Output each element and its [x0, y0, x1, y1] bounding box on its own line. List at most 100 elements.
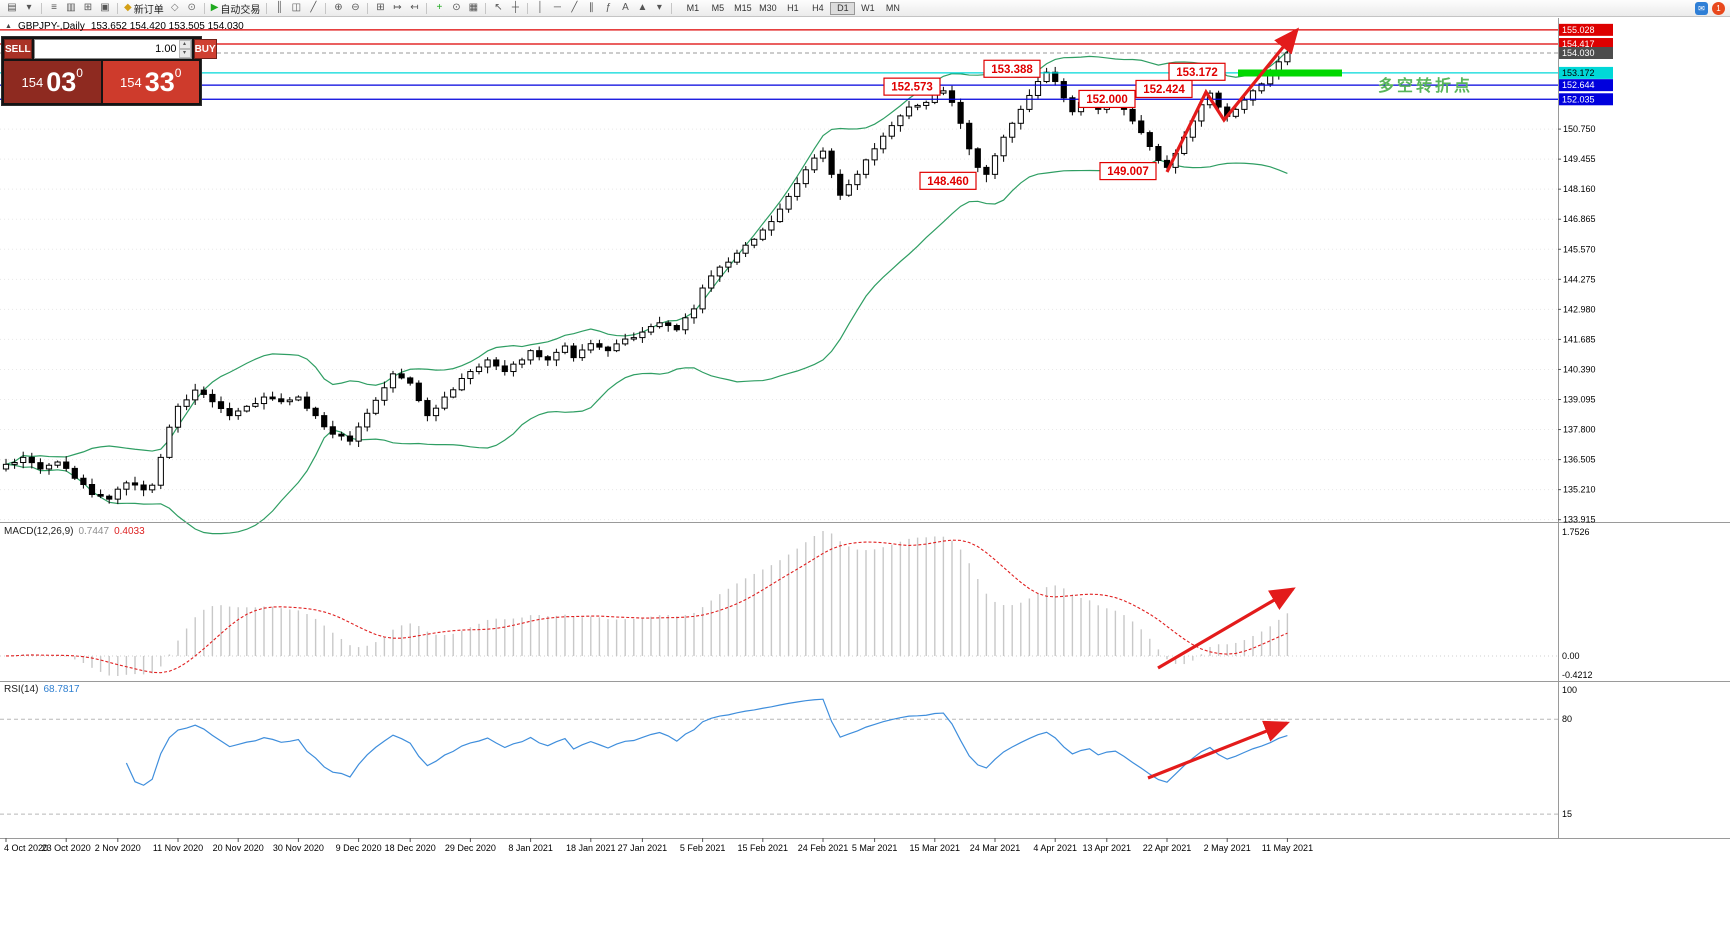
timeframe-d1[interactable]: D1 [830, 1, 856, 15]
chart-shift-button[interactable]: ↤ [406, 1, 422, 15]
price-callout-box[interactable] [983, 59, 1041, 78]
metaeditor-button[interactable]: ◇ [167, 1, 183, 15]
autotrading-button[interactable]: ▶ 自动交易 [209, 1, 263, 16]
svg-text:80: 80 [1562, 714, 1572, 724]
buy-button[interactable]: BUY [193, 39, 217, 59]
one-click-collapse-icon[interactable]: ▲ [5, 23, 12, 30]
market-watch-button[interactable]: ≡ [46, 1, 62, 15]
metaeditor-button-icon: ◇ [170, 2, 179, 13]
notifications-icon[interactable]: 1 [1712, 2, 1725, 15]
timeframe-m1[interactable]: M1 [686, 3, 700, 13]
turning-point-text[interactable]: 多空转折点 [1378, 76, 1473, 95]
sell-price-pips: 03 [46, 67, 77, 97]
zoom-in-button[interactable]: ⊕ [330, 1, 346, 15]
cursor-button[interactable]: ↖ [490, 1, 506, 15]
timeframe-w1[interactable]: W1 [861, 3, 875, 13]
svg-text:142.980: 142.980 [1563, 304, 1596, 314]
timeframe-h1[interactable]: H1 [787, 3, 799, 13]
crosshair-button[interactable]: ┼ [507, 1, 523, 15]
sell-price-display[interactable]: 154 03 0 [4, 61, 101, 103]
price-tag-152.035 [1559, 93, 1613, 106]
buy-price-pips: 33 [144, 67, 175, 97]
price-callout-box[interactable] [1078, 89, 1136, 109]
trendline-button[interactable]: ╱ [566, 1, 582, 15]
timeframe-m30[interactable]: M30 [759, 3, 777, 13]
new-order-button-icon: ◆ [124, 2, 132, 13]
line-chart-button[interactable]: ╱ [305, 1, 321, 15]
trend-arrow-rsi[interactable] [1147, 720, 1290, 780]
shapes-dropdown[interactable]: ▾ [651, 1, 667, 15]
price-callout-box[interactable] [883, 77, 941, 96]
price-axis[interactable]: 1.75260.00-0.42121008015155.028154.41715… [1558, 23, 1613, 819]
autotrading-button-label: 自动交易 [220, 4, 261, 16]
volume-decrease-button[interactable]: ▾ [178, 49, 191, 58]
annotations[interactable]: 多空转折点 152.573 153.388 152.000 152.424 153.172… [0, 18, 1558, 780]
template-button[interactable]: ▦ [465, 1, 481, 15]
bar-chart-button[interactable]: ║ [271, 1, 287, 15]
arrows-button[interactable]: ▲ [634, 1, 650, 15]
terminal-button[interactable]: ▣ [97, 1, 113, 15]
community-icon[interactable]: ✉ [1695, 2, 1708, 15]
rsi-name: RSI(14) [4, 684, 39, 695]
zoom-out-button-icon: ⊖ [351, 2, 360, 13]
timeframe-m5[interactable]: M5 [711, 3, 725, 13]
buy-price-display[interactable]: 154 33 0 [102, 61, 199, 103]
svg-text:137.800: 137.800 [1563, 425, 1596, 435]
arrows-button-icon: ▲ [637, 2, 648, 13]
auto-scroll-button[interactable]: ↦ [389, 1, 405, 15]
timeframe-mn[interactable]: MN [885, 3, 900, 13]
volume-increase-button[interactable]: ▴ [178, 40, 191, 49]
toolbar-separator [671, 2, 673, 14]
price-callout-box[interactable] [1135, 79, 1193, 99]
candles[interactable] [2, 43, 1291, 505]
macd-signal-line [5, 539, 1288, 674]
timeframe-h4[interactable]: H4 [812, 3, 824, 13]
trend-arrow-macd[interactable] [1157, 587, 1296, 670]
profiles-button[interactable]: ▾ [21, 1, 37, 15]
new-chart-button[interactable]: ▤ [4, 1, 20, 15]
horizontal-line-button[interactable]: ─ [549, 1, 565, 15]
chart-plot-area[interactable] [0, 18, 1558, 522]
new-order-button[interactable]: ◆ 新订单 [122, 1, 166, 16]
price-callout-text: 149.007 [1107, 166, 1149, 178]
price-callout-box[interactable] [1099, 161, 1157, 181]
navigator-button[interactable]: ⊞ [80, 1, 96, 15]
text-button[interactable]: A [617, 1, 633, 15]
zoom-in-button-icon: ⊕ [334, 2, 343, 13]
svg-text:15: 15 [1562, 809, 1572, 819]
macd-name: MACD(12,26,9) [4, 526, 74, 537]
trend-arrow-main[interactable] [1165, 27, 1300, 173]
symbol-period-label: GBPJPY-,Daily [17, 21, 85, 32]
fibonacci-button-icon: ƒ [605, 2, 612, 13]
indicators-button-icon: + [436, 2, 443, 13]
fibonacci-button[interactable]: ƒ [600, 1, 616, 15]
tile-windows-button[interactable]: ⊞ [372, 1, 388, 15]
alerts-button[interactable]: ⊙ [184, 1, 200, 15]
autotrading-button-icon: ▶ [210, 2, 219, 13]
periods-button[interactable]: ⊙ [448, 1, 464, 15]
sell-button[interactable]: SELL [4, 39, 32, 59]
trendline-button-icon: ╱ [571, 2, 578, 13]
data-window-button[interactable]: ▥ [63, 1, 79, 15]
channel-button[interactable]: ∥ [583, 1, 599, 15]
navigator-button-icon: ⊞ [83, 2, 93, 13]
candlestick-chart-button[interactable]: ◫ [288, 1, 304, 15]
tile-windows-button-icon: ⊞ [376, 2, 385, 13]
svg-text:24 Mar 2021: 24 Mar 2021 [970, 843, 1021, 853]
alerts-button-icon: ⊙ [187, 2, 196, 13]
svg-text:5 Feb 2021: 5 Feb 2021 [680, 843, 726, 853]
sell-price-frac: 0 [76, 66, 83, 80]
svg-text:155.028: 155.028 [1562, 25, 1595, 35]
timeframe-m15[interactable]: M15 [734, 3, 752, 13]
indicators-button[interactable]: + [431, 1, 447, 15]
price-callout-box[interactable] [1168, 62, 1226, 81]
svg-text:2 Nov 2020: 2 Nov 2020 [95, 843, 141, 853]
price-callout-box[interactable] [919, 171, 977, 190]
vertical-line-button[interactable]: │ [532, 1, 548, 15]
volume-input[interactable] [34, 40, 179, 58]
zoom-out-button[interactable]: ⊖ [347, 1, 363, 15]
svg-text:8 Jan 2021: 8 Jan 2021 [508, 843, 553, 853]
svg-text:11 May 2021: 11 May 2021 [1262, 843, 1313, 853]
